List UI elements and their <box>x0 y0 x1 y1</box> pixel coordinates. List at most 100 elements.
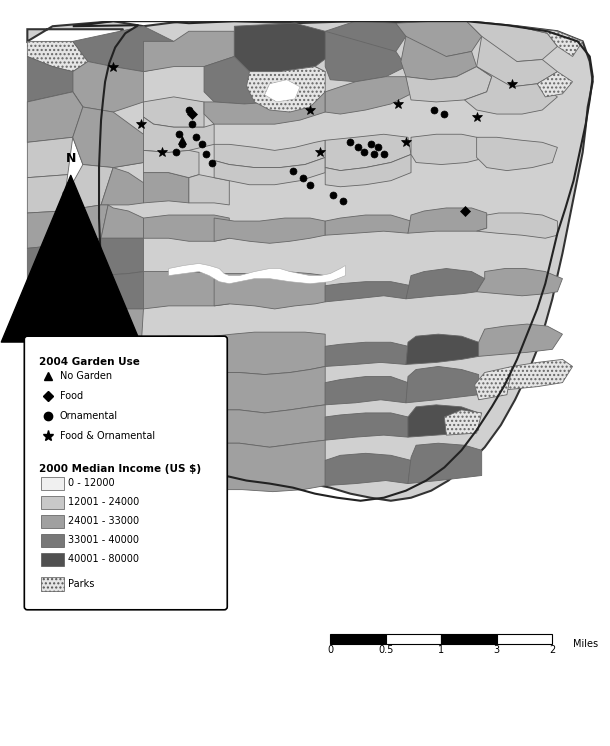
Polygon shape <box>406 269 485 299</box>
Polygon shape <box>476 37 558 87</box>
Text: Parks: Parks <box>68 579 94 589</box>
Polygon shape <box>91 413 142 451</box>
Polygon shape <box>91 374 142 415</box>
Polygon shape <box>214 272 325 309</box>
Polygon shape <box>189 175 229 205</box>
Polygon shape <box>408 405 479 437</box>
Text: Food & Ornamental: Food & Ornamental <box>60 431 155 441</box>
Text: 0: 0 <box>327 645 333 655</box>
Polygon shape <box>63 165 113 211</box>
Polygon shape <box>325 21 406 57</box>
Polygon shape <box>408 208 487 233</box>
Polygon shape <box>325 413 408 440</box>
Text: 3: 3 <box>493 645 500 655</box>
Polygon shape <box>475 366 512 400</box>
Polygon shape <box>142 372 214 413</box>
Polygon shape <box>234 23 336 72</box>
Polygon shape <box>204 92 325 124</box>
Text: 12001 - 24000: 12001 - 24000 <box>68 497 139 507</box>
Polygon shape <box>27 245 57 283</box>
Polygon shape <box>27 21 593 501</box>
Polygon shape <box>142 336 214 374</box>
Bar <box>386 634 441 644</box>
Polygon shape <box>27 92 83 142</box>
Bar <box>41 554 63 566</box>
Text: 24001 - 33000: 24001 - 33000 <box>68 516 139 526</box>
Text: 0.5: 0.5 <box>378 645 393 655</box>
Polygon shape <box>406 66 492 102</box>
Polygon shape <box>214 366 325 413</box>
Polygon shape <box>214 440 325 492</box>
Polygon shape <box>73 107 143 168</box>
Polygon shape <box>143 31 234 72</box>
Polygon shape <box>325 342 408 366</box>
Text: Ornamental: Ornamental <box>60 411 118 421</box>
Polygon shape <box>27 282 55 319</box>
Polygon shape <box>325 77 411 114</box>
Text: 2004 Garden Use: 2004 Garden Use <box>40 357 140 367</box>
Polygon shape <box>143 97 204 137</box>
Polygon shape <box>214 157 325 185</box>
Polygon shape <box>27 137 73 178</box>
Polygon shape <box>98 272 143 312</box>
Polygon shape <box>214 405 325 448</box>
Polygon shape <box>325 134 411 171</box>
Polygon shape <box>444 410 482 435</box>
Polygon shape <box>27 383 51 420</box>
Text: 40001 - 80000: 40001 - 80000 <box>68 554 138 564</box>
Polygon shape <box>101 205 143 238</box>
Polygon shape <box>467 21 558 62</box>
Polygon shape <box>246 66 325 112</box>
Bar <box>41 477 63 489</box>
Polygon shape <box>537 72 573 97</box>
Polygon shape <box>73 134 143 168</box>
Polygon shape <box>465 66 558 114</box>
Polygon shape <box>214 332 325 374</box>
Polygon shape <box>95 309 143 344</box>
Polygon shape <box>93 342 142 380</box>
Polygon shape <box>325 154 411 186</box>
Text: Food: Food <box>60 391 83 401</box>
Polygon shape <box>214 218 325 243</box>
FancyBboxPatch shape <box>24 336 228 609</box>
Polygon shape <box>325 282 411 302</box>
Polygon shape <box>325 215 411 235</box>
Bar <box>41 534 63 548</box>
Polygon shape <box>169 263 345 283</box>
Polygon shape <box>27 92 83 142</box>
Polygon shape <box>143 151 199 178</box>
Polygon shape <box>98 238 143 275</box>
Polygon shape <box>479 324 562 357</box>
Text: 1: 1 <box>438 645 444 655</box>
Text: N: N <box>65 151 76 165</box>
Polygon shape <box>73 62 143 112</box>
Polygon shape <box>51 344 95 383</box>
Polygon shape <box>143 117 204 142</box>
Polygon shape <box>143 215 229 241</box>
Polygon shape <box>52 275 98 316</box>
Bar <box>41 577 63 591</box>
Polygon shape <box>476 213 558 238</box>
Polygon shape <box>476 137 558 171</box>
Polygon shape <box>51 312 98 346</box>
Bar <box>497 634 553 644</box>
Polygon shape <box>265 80 300 102</box>
Polygon shape <box>406 334 479 365</box>
Polygon shape <box>325 454 411 486</box>
Polygon shape <box>517 26 583 57</box>
Polygon shape <box>505 360 573 389</box>
Bar <box>330 634 386 644</box>
Polygon shape <box>408 443 482 483</box>
Text: 0 - 12000: 0 - 12000 <box>68 477 114 488</box>
Polygon shape <box>27 57 73 102</box>
Polygon shape <box>57 205 108 245</box>
Polygon shape <box>204 57 325 104</box>
Bar <box>41 495 63 509</box>
Polygon shape <box>325 31 406 82</box>
Polygon shape <box>101 168 143 205</box>
Polygon shape <box>142 443 214 494</box>
Polygon shape <box>143 272 229 309</box>
Bar <box>441 634 497 644</box>
Text: 33001 - 40000: 33001 - 40000 <box>68 535 138 545</box>
Text: 2: 2 <box>549 645 556 655</box>
